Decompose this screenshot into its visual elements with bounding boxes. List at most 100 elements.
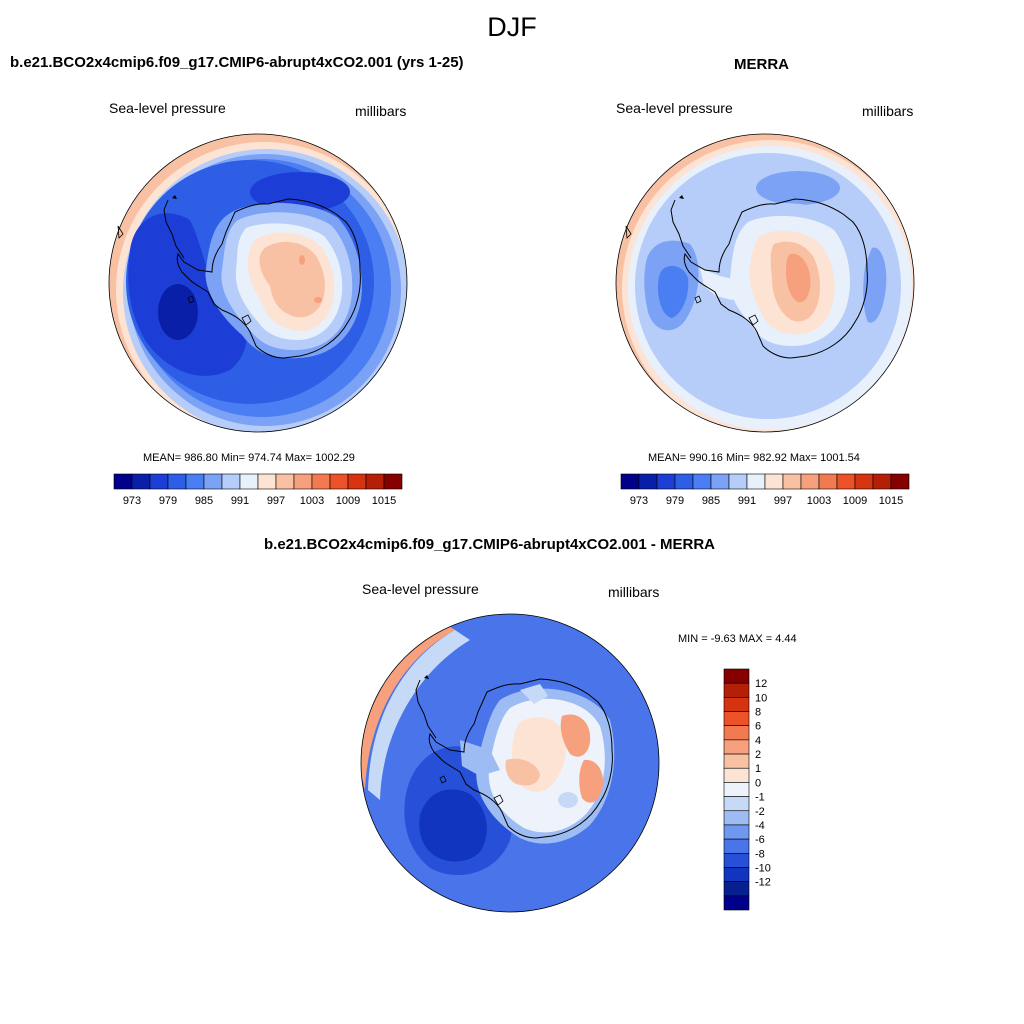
map-difference-slp: [360, 613, 660, 913]
colorbar-3-tick-label: -12: [755, 877, 771, 889]
colorbar-3-swatch: [723, 895, 750, 911]
colorbar-3-swatch: [723, 881, 750, 897]
map-model-slp: [108, 133, 408, 433]
colorbar-3-tick-label: 1: [755, 763, 761, 775]
colorbar-1-tick-label: 973: [123, 495, 141, 507]
colorbar-3-swatch: [723, 782, 750, 797]
colorbar-3-tick-label: 12: [755, 678, 767, 690]
colorbar-3-swatch: [723, 668, 750, 684]
colorbar-1-swatch: [329, 473, 349, 490]
colorbar-merra: 973 979 985 991 997 1003 1009 1015: [620, 473, 910, 507]
colorbar-3-swatch: [723, 682, 750, 698]
panel2-title: MERRA: [734, 56, 789, 73]
colorbar-2-swatch: [800, 473, 820, 490]
colorbar-1-swatch: [257, 473, 277, 490]
colorbar-3-tick-label: 2: [755, 749, 761, 761]
panel1-field-label: Sea-level pressure: [109, 100, 226, 116]
colorbar-2-tick-label: 1003: [807, 495, 831, 507]
colorbar-3-tick-label: -10: [755, 862, 771, 874]
panel2-stats: MEAN= 990.16 Min= 982.92 Max= 1001.54: [648, 452, 860, 464]
colorbar-2-swatch: [638, 473, 658, 490]
colorbar-3-swatch: [723, 852, 750, 868]
colorbar-2-swatch: [692, 473, 712, 490]
colorbar-3-tick-label: -8: [755, 848, 765, 860]
page-title: DJF: [487, 12, 537, 42]
colorbar-1-tick-label: 1015: [372, 495, 396, 507]
colorbar-2-tick-label: 985: [702, 495, 720, 507]
colorbar-1-swatch: [311, 473, 331, 490]
colorbar-1-tick-label: 1009: [336, 495, 360, 507]
colorbar-2-swatch: [710, 473, 730, 490]
colorbar-1-tick-label: 979: [159, 495, 177, 507]
colorbar-3-tick-label: -2: [755, 806, 765, 818]
colorbar-3-swatch: [723, 697, 750, 712]
colorbar-3-swatch: [723, 739, 750, 755]
colorbar-3-tick-label: 6: [755, 721, 761, 733]
colorbar-3-swatch: [723, 753, 750, 769]
colorbar-1-swatch: [221, 473, 241, 490]
colorbar-2-tick-label: 1009: [843, 495, 867, 507]
panel3-units: millibars: [608, 584, 660, 600]
colorbar-1-swatch: [275, 473, 295, 490]
colorbar-1-tick-label: 997: [267, 495, 285, 507]
colorbar-2-swatch: [746, 473, 766, 490]
colorbar-2-swatch: [890, 473, 910, 490]
colorbar-2-swatch: [620, 473, 640, 490]
colorbar-2-tick-label: 979: [666, 495, 684, 507]
colorbar-1-tick-label: 985: [195, 495, 213, 507]
colorbar-2-swatch: [818, 473, 838, 490]
colorbar-3-swatch: [723, 767, 750, 783]
panel1-title: b.e21.BCO2x4cmip6.f09_g17.CMIP6-abrupt4x…: [10, 54, 464, 71]
colorbar-2-swatch: [782, 473, 802, 490]
colorbar-2-tick-label: 973: [630, 495, 648, 507]
colorbar-2-swatch: [656, 473, 676, 490]
colorbar-3-tick-label: -1: [755, 792, 765, 804]
colorbar-1-swatch: [185, 473, 205, 490]
colorbar-3-tick-label: 8: [755, 707, 761, 719]
colorbar-3-tick-label: -6: [755, 834, 765, 846]
colorbar-1-swatch: [167, 473, 187, 490]
colorbar-1-swatch: [347, 473, 367, 490]
colorbar-model: 973 979 985 991 997 1003 1009 1015: [113, 473, 403, 507]
colorbar-3-tick-label: -4: [755, 820, 765, 832]
colorbar-3-tick-label: 10: [755, 692, 767, 704]
panel3-title: b.e21.BCO2x4cmip6.f09_g17.CMIP6-abrupt4x…: [264, 536, 715, 553]
colorbar-1-swatch: [203, 473, 223, 490]
colorbar-3-tick-label: 0: [755, 777, 761, 789]
panel3-stats: MIN = -9.63 MAX = 4.44: [678, 633, 797, 645]
colorbar-2-swatch: [764, 473, 784, 490]
colorbar-1-swatch: [239, 473, 259, 490]
colorbar-3-swatch: [723, 867, 750, 882]
colorbar-2-swatch: [872, 473, 892, 490]
colorbar-1-swatch: [149, 473, 169, 490]
colorbar-1-swatch: [131, 473, 151, 490]
panel1-stats: MEAN= 986.80 Min= 974.74 Max= 1002.29: [143, 452, 355, 464]
colorbar-2-swatch: [836, 473, 856, 490]
colorbar-1-tick-label: 991: [231, 495, 249, 507]
colorbar-1-tick-label: 1003: [300, 495, 324, 507]
colorbar-3-swatch: [723, 796, 750, 812]
colorbar-2-tick-label: 997: [774, 495, 792, 507]
colorbar-2-swatch: [674, 473, 694, 490]
panel2-field-label: Sea-level pressure: [616, 100, 733, 116]
colorbar-2-tick-label: 1015: [879, 495, 903, 507]
colorbar-1-swatch: [383, 473, 403, 490]
panel2-units: millibars: [862, 103, 914, 119]
map-merra-slp: [615, 133, 915, 433]
colorbar-2-swatch: [854, 473, 874, 490]
colorbar-1-swatch: [365, 473, 385, 490]
colorbar-3-swatch: [723, 725, 750, 741]
colorbar-3-swatch: [723, 824, 750, 840]
colorbar-1-swatch: [293, 473, 313, 490]
colorbar-3-tick-label: 4: [755, 735, 761, 747]
panel1-units: millibars: [355, 103, 407, 119]
panel3-field-label: Sea-level pressure: [362, 581, 479, 597]
colorbar-3-swatch: [723, 711, 750, 727]
colorbar-1-swatch: [113, 473, 133, 490]
colorbar-3-swatch: [723, 810, 750, 826]
colorbar-2-swatch: [728, 473, 748, 490]
colorbar-2-tick-label: 991: [738, 495, 756, 507]
colorbar-3-swatch: [723, 838, 750, 854]
